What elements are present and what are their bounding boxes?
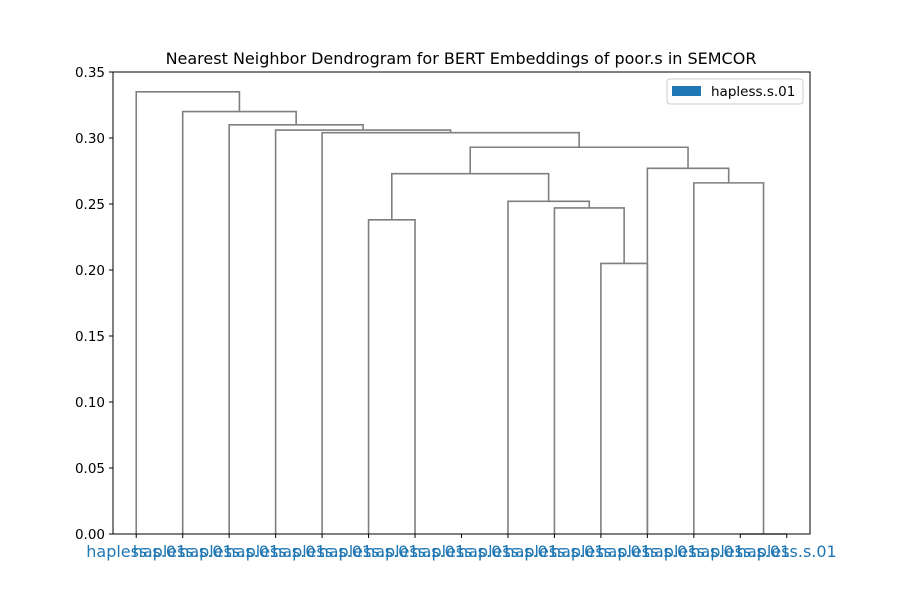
dendrogram-link — [367, 219, 416, 534]
leaf-label: hapless.s.01 — [86, 542, 186, 561]
y-tick-label: 0.00 — [75, 527, 105, 543]
y-tick-label: 0.30 — [75, 131, 105, 147]
dendrogram-link — [321, 131, 580, 534]
leaf-label: hapless.s.01 — [133, 542, 233, 561]
y-tick-label: 0.35 — [75, 65, 105, 81]
legend-box — [666, 78, 804, 105]
y-axis: 0.00 0.05 0.10 0.15 0.20 0.25 0.30 0.35 — [75, 65, 113, 543]
leaf-label: hapless.s.01 — [272, 542, 372, 561]
leaf-label: hapless.s.01 — [179, 542, 279, 561]
leaf-label: hapless.s.01 — [504, 542, 604, 561]
dendrogram-links — [135, 91, 787, 535]
dendrogram-link — [507, 200, 591, 534]
y-tick-label: 0.20 — [75, 263, 105, 279]
dendrogram-link — [600, 262, 649, 534]
dendrogram-link — [553, 207, 625, 534]
dendrogram-link — [135, 91, 241, 534]
leaf-label: hapless.s.01 — [644, 542, 744, 561]
leaf-label: hapless.s.01 — [226, 542, 326, 561]
leaf-labels: hapless.s.01hapless.s.01hapless.s.01hapl… — [86, 534, 837, 561]
leaf-label: hapless.s.01 — [551, 542, 651, 561]
dendrogram-link — [274, 129, 452, 534]
y-tick-label: 0.10 — [75, 395, 105, 411]
legend: hapless.s.01 — [666, 78, 804, 105]
leaf-label: hapless.s.01 — [319, 542, 419, 561]
dendrogram-link — [181, 110, 297, 534]
legend-label: hapless.s.01 — [711, 84, 795, 100]
y-tick-label: 0.15 — [75, 329, 105, 345]
y-tick-label: 0.05 — [75, 461, 105, 477]
dendrogram-link — [469, 146, 689, 174]
legend-swatch — [672, 86, 701, 96]
leaf-label: hapless.s.01 — [365, 542, 465, 561]
leaf-label: hapless.s.01 — [690, 542, 790, 561]
dendrogram-link — [391, 172, 550, 220]
dendrogram-link — [646, 167, 730, 534]
leaf-label: hapless.s.01 — [458, 542, 558, 561]
dendrogram-link — [693, 182, 765, 534]
dendrogram-link — [228, 124, 364, 534]
plot-frame — [112, 71, 811, 535]
leaf-label: hapless.s.01 — [597, 542, 697, 561]
leaf-label: hapless.s.01 — [412, 542, 512, 561]
leaf-label: hapless.s.01 — [737, 542, 837, 561]
y-tick-label: 0.25 — [75, 197, 105, 213]
chart-title: Nearest Neighbor Dendrogram for BERT Emb… — [166, 49, 757, 68]
